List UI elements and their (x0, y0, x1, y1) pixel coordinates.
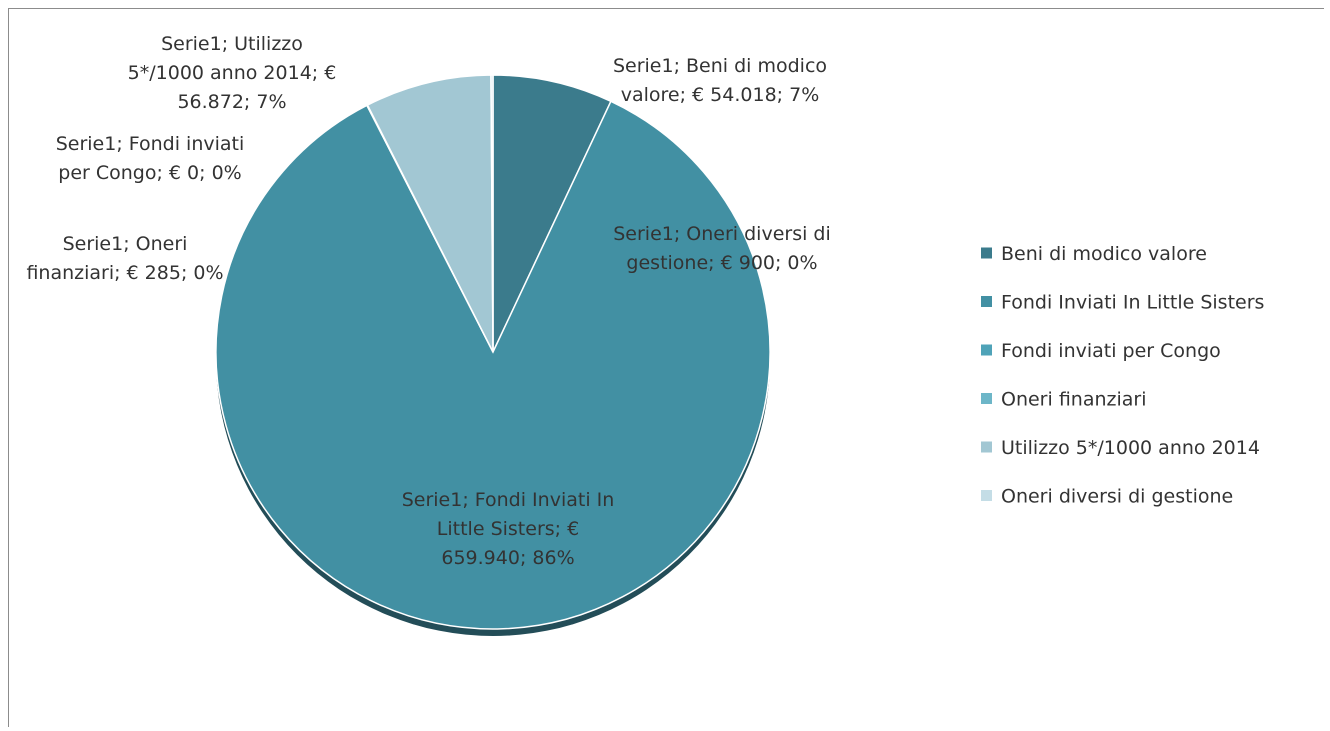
legend-item-oneri-finanziari: Oneri finanziari (981, 389, 1147, 411)
legend-swatch (981, 344, 992, 356)
pie-slice-utilizzo-5-1000-anno-2014 (366, 74, 494, 353)
legend-label: Oneri finanziari (1001, 389, 1147, 411)
legend-swatch (981, 247, 992, 259)
legend-label: Oneri diversi di gestione (1001, 486, 1233, 508)
legend-item-beni-di-modico-valore: Beni di modico valore (981, 243, 1207, 265)
legend-label: Beni di modico valore (1001, 243, 1207, 265)
pie-slice-oneri-diversi-di-gestione (490, 74, 494, 353)
data-label-fondi-inviati-per-congo: Serie1; Fondi inviati per Congo; € 0; 0% (56, 133, 245, 184)
data-label-fondi-inviati-in-little-sisters: Serie1; Fondi Inviati In Little Sisters; … (402, 489, 615, 569)
legend-swatch (981, 441, 992, 453)
pie-slices (215, 74, 771, 636)
pie-slice-beni-di-modico-valore (492, 74, 612, 353)
data-labels: Serie1; Beni di modico valore; € 54.018; … (26, 33, 830, 569)
pie-slice-fondi-inviati-in-little-sisters (215, 100, 771, 630)
legend-label: Fondi inviati per Congo (1001, 340, 1221, 362)
legend: Beni di modico valore Fondi Inviati In Li… (981, 243, 1264, 508)
legend-swatch (981, 393, 992, 404)
data-label-beni-di-modico-valore: Serie1; Beni di modico valore; € 54.018; … (613, 55, 827, 106)
data-label-oneri-finanziari: Serie1; Oneri finanziari; € 285; 0% (26, 233, 223, 284)
legend-swatch (981, 296, 992, 307)
legend-item-fondi-inviati-per-congo: Fondi inviati per Congo (981, 340, 1221, 362)
legend-item-utilizzo-5-1000-anno-2014: Utilizzo 5*/1000 anno 2014 (981, 437, 1260, 459)
legend-item-oneri-diversi-di-gestione: Oneri diversi di gestione (981, 486, 1233, 508)
data-label-utilizzo-5-1000-anno-2014: Serie1; Utilizzo 5*/1000 anno 2014; €56.8… (128, 33, 337, 113)
data-label-oneri-diversi-di-gestione: Serie1; Oneri diversi di gestione; € 900;… (613, 223, 831, 274)
legend-swatch (981, 490, 992, 501)
legend-label: Fondi Inviati In Little Sisters (1001, 292, 1264, 314)
legend-item-fondi-inviati-in-little-sisters: Fondi Inviati In Little Sisters (981, 292, 1264, 314)
legend-label: Utilizzo 5*/1000 anno 2014 (1001, 437, 1260, 459)
